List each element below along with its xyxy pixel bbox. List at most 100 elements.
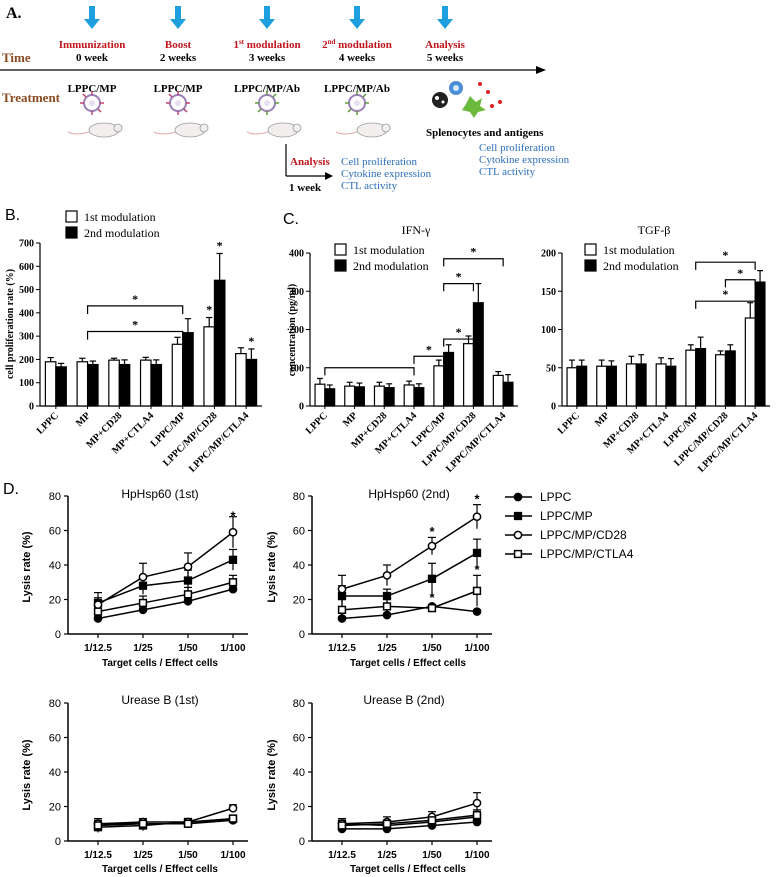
event-title: 1st modulation (233, 38, 300, 51)
x-tick-label: 1/100 (220, 643, 245, 654)
event-treatment: LPPC/MP/Ab (234, 83, 300, 95)
event-week: 5 weeks (427, 52, 464, 64)
x-tick-label: 1/50 (178, 643, 198, 654)
mouse-icon (67, 122, 123, 138)
data-point (382, 602, 392, 611)
liposome-antibody-icon (255, 91, 279, 115)
data-point (138, 819, 148, 828)
legend-label: LPPC/MP/CTLA4 (540, 547, 634, 561)
y-tick-label: 0 (299, 836, 305, 848)
significance-star: * (132, 317, 138, 331)
series-line (342, 552, 478, 597)
significance-star: * (722, 287, 728, 301)
y-tick-label: 80 (293, 491, 305, 503)
x-tick-label: MP (593, 410, 612, 429)
series-line (341, 802, 478, 825)
bar (314, 383, 326, 407)
time-label: Time (2, 50, 31, 65)
data-point (427, 603, 437, 613)
significance-star: * (426, 342, 432, 356)
series-line (341, 605, 478, 620)
data-point (472, 548, 482, 558)
bar (235, 353, 247, 407)
data-point (382, 610, 392, 620)
legend-label: LPPC/MP/CD28 (540, 528, 627, 542)
data-point (337, 605, 347, 615)
series-line (97, 817, 234, 827)
data-point (228, 803, 238, 813)
y-tick-label: 200 (19, 355, 34, 366)
bar (373, 385, 385, 407)
data-point (183, 819, 193, 828)
y-tick-label: 60 (293, 733, 305, 745)
significance-star: * (470, 245, 476, 259)
data-point (93, 821, 103, 830)
x-tick-label: LPPC/MP/CTLA4 (187, 410, 251, 474)
output-item: Cell proliferation (479, 142, 556, 154)
x-tick-label: 1/100 (464, 643, 489, 654)
data-point (138, 572, 148, 582)
treatment-label: Treatment (2, 90, 61, 105)
legend-label: LPPC/MP (540, 509, 593, 523)
significance-bracket (443, 338, 475, 347)
x-tick-label: LPPC (35, 410, 61, 436)
data-point (337, 821, 347, 830)
chart-d-urease-b-1st: Urease B (1st) Lysis rate (%) Target cel… (21, 693, 248, 875)
y-tick-label: 400 (289, 249, 304, 260)
data-point (183, 596, 193, 606)
bar (213, 279, 226, 407)
y-tick-label: 150 (541, 287, 556, 298)
x-tick-label: LPPC (304, 410, 330, 436)
data-point (138, 598, 148, 608)
event-treatment: LPPC/MP (154, 83, 203, 95)
chart-b-cell-proliferation: B. cell proliferation rate (%) 0 100 200 30… (5, 207, 262, 475)
data-point (228, 584, 238, 594)
x-axis-title: Target cells / Effect cells (350, 864, 466, 875)
bar (344, 385, 356, 407)
data-point (382, 591, 392, 601)
output-item: CTL activity (341, 180, 398, 192)
y-tick-label: 60 (49, 526, 61, 538)
significance-bracket (86, 305, 184, 315)
y-axis-title: concentration (pg/ml) (287, 284, 298, 377)
bar (108, 359, 120, 407)
x-axis-title: Target cells / Effect cells (102, 864, 218, 875)
chart-d-hphsp60-2nd: HpHsp60 (2nd) Lysis rate (%) Target cell… (266, 487, 492, 669)
chart-title: TGF-β (638, 223, 671, 237)
event-title: 2nd modulation (322, 38, 392, 51)
y-axis-title: cell proliferation rate (%) (5, 269, 16, 379)
legend-swatch (334, 243, 347, 256)
bar (324, 388, 336, 407)
bar (443, 351, 455, 407)
data-point (513, 492, 523, 502)
event-2nd-modulation: 2nd modulation 4 weeks LPPC/MP/Ab (322, 6, 392, 95)
chart-title: IFN-γ (402, 223, 431, 237)
bar (203, 326, 216, 407)
significance-star: * (737, 266, 743, 280)
y-axis-title: Lysis rate (%) (266, 531, 278, 602)
chart-title: HpHsp60 (1st) (121, 487, 198, 501)
y-tick-label: 20 (293, 802, 305, 814)
data-point (513, 511, 523, 521)
y-axis-title: Lysis rate (%) (21, 739, 33, 810)
event-week: 3 weeks (249, 52, 286, 64)
series-line (341, 814, 478, 827)
bar (139, 359, 152, 407)
bar (744, 317, 756, 407)
bar (433, 365, 445, 407)
output-item: Cell proliferation (341, 156, 418, 168)
down-arrow-icon (259, 6, 275, 29)
data-point (337, 591, 347, 601)
data-point (472, 586, 482, 596)
event-immunization: Immunization 0 week LPPC/MP (59, 6, 125, 95)
event-treatment: LPPC/MP/Ab (324, 83, 390, 95)
x-tick-label: 1/25 (377, 643, 397, 654)
bar (403, 384, 415, 407)
bar (625, 363, 637, 407)
series-line (97, 531, 234, 606)
timeline-arrowhead (536, 66, 546, 74)
y-tick-label: 40 (49, 560, 61, 572)
x-tick-label: 1/100 (220, 850, 245, 861)
